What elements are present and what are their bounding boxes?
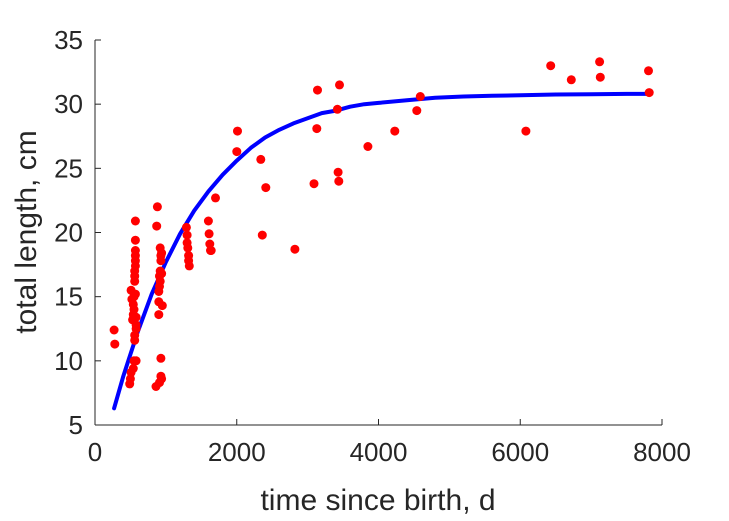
data-point	[156, 256, 166, 266]
fit-curve-layer	[112, 91, 652, 411]
data-point	[521, 126, 531, 136]
data-point	[261, 183, 271, 193]
data-point	[157, 301, 167, 311]
data-point	[157, 248, 167, 258]
data-point	[182, 230, 192, 240]
data-point	[313, 85, 322, 95]
data-point	[183, 243, 193, 253]
data-points-layer	[109, 57, 654, 391]
data-point	[131, 312, 141, 322]
data-point	[595, 57, 605, 67]
data-point	[334, 176, 344, 186]
data-point	[332, 104, 342, 114]
x-tick-label: 4000	[350, 437, 408, 467]
fit-curve-line	[112, 91, 652, 411]
data-point	[129, 305, 139, 314]
y-tick-label: 5	[69, 410, 83, 440]
y-tick-label: 10	[54, 346, 83, 376]
data-point	[233, 126, 242, 136]
data-point	[130, 246, 140, 255]
data-point	[130, 289, 140, 299]
x-tick-label: 2000	[208, 437, 266, 467]
data-point	[130, 235, 140, 245]
data-point	[257, 230, 267, 240]
x-tick-label: 6000	[491, 437, 549, 467]
data-point	[131, 320, 141, 330]
data-point	[131, 356, 141, 366]
data-point	[157, 269, 167, 279]
data-point	[232, 147, 242, 157]
data-point	[156, 353, 166, 363]
data-point	[363, 142, 373, 151]
data-point	[184, 261, 194, 271]
data-point	[204, 229, 214, 239]
y-tick-label: 35	[54, 25, 83, 55]
data-point	[644, 88, 654, 98]
data-point	[333, 167, 343, 177]
data-point	[546, 61, 556, 71]
data-point	[152, 221, 162, 231]
data-point	[290, 244, 300, 254]
data-point	[256, 154, 266, 164]
data-point	[128, 364, 138, 373]
data-point	[155, 276, 165, 286]
data-point	[415, 92, 425, 101]
data-point	[109, 325, 119, 335]
data-point	[390, 126, 400, 136]
data-point	[335, 80, 344, 90]
data-point	[566, 75, 576, 85]
data-point	[203, 216, 213, 226]
data-point	[154, 310, 164, 320]
data-point	[309, 179, 319, 189]
y-tick-label: 15	[54, 282, 83, 312]
data-point	[130, 216, 140, 226]
data-point	[152, 202, 162, 212]
x-axis-label: time since birth, d	[260, 484, 495, 517]
data-point	[412, 106, 422, 116]
y-tick-label: 30	[54, 89, 83, 119]
data-point	[157, 374, 167, 384]
data-point	[181, 222, 191, 232]
y-tick-label: 25	[54, 153, 83, 183]
data-point	[206, 246, 216, 255]
x-tick-label: 0	[88, 437, 102, 467]
x-tick-label: 8000	[633, 437, 691, 467]
y-tick-label: 20	[54, 218, 83, 248]
data-point	[110, 339, 120, 349]
ticks: 0 2000 4000 6000 8000 5 10 15 20 25 30 35	[54, 25, 691, 467]
y-axis-label: total length, cm	[10, 130, 43, 333]
data-point	[595, 72, 605, 82]
data-point	[211, 193, 220, 203]
data-point	[312, 124, 322, 134]
data-point	[644, 66, 653, 76]
